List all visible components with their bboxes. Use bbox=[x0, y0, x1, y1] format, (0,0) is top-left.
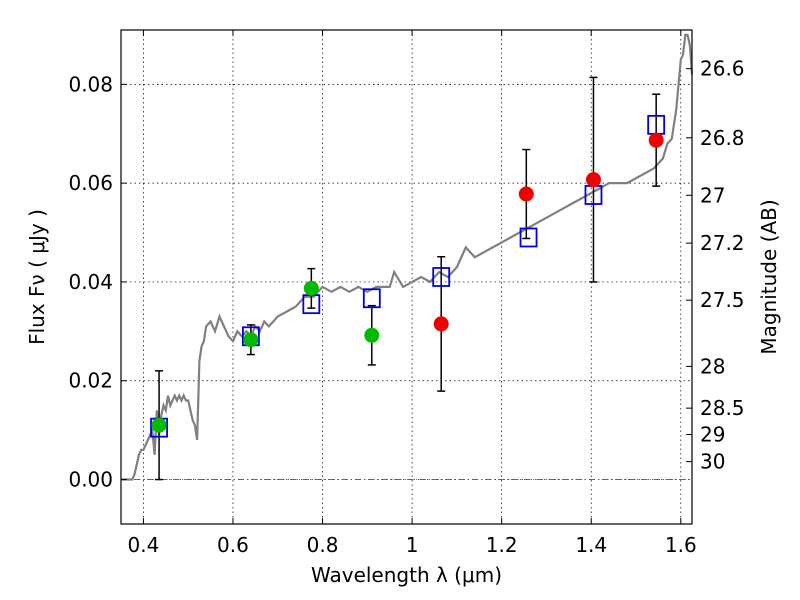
magnitude-tick-label: 27.2 bbox=[700, 231, 745, 255]
grid bbox=[121, 30, 692, 524]
magnitude-tick-label: 29 bbox=[700, 422, 725, 446]
model-photometry-square bbox=[432, 267, 451, 287]
x-tick-label: 1.4 bbox=[575, 533, 607, 557]
green-data-point bbox=[364, 327, 380, 343]
plot-frame bbox=[120, 29, 693, 525]
x-tick-label: 0.8 bbox=[307, 533, 339, 557]
x-tick-label: 0.4 bbox=[127, 533, 159, 557]
green-data-point bbox=[151, 417, 167, 433]
magnitude-tick-label: 28 bbox=[700, 354, 725, 378]
observed-points bbox=[151, 132, 664, 433]
x-axis-label: Wavelength λ (μm) bbox=[311, 563, 502, 587]
green-data-point bbox=[303, 280, 319, 296]
x-tick-label: 1.6 bbox=[665, 533, 697, 557]
y-tick-label: 0.00 bbox=[68, 468, 113, 492]
red-data-point bbox=[433, 316, 449, 332]
magnitude-tick-label: 28.5 bbox=[700, 396, 745, 420]
magnitude-tick-label: 27 bbox=[700, 183, 725, 207]
y-tick-label: 0.02 bbox=[68, 369, 113, 393]
y-axis-label: Flux Fν ( μJy ) bbox=[25, 209, 49, 345]
y-tick-label: 0.04 bbox=[68, 270, 113, 294]
red-data-point bbox=[585, 172, 601, 188]
magnitude-tick-label: 26.6 bbox=[700, 57, 745, 81]
error-bars bbox=[155, 76, 661, 481]
red-data-point bbox=[518, 186, 534, 202]
model-photometry-squares bbox=[150, 114, 666, 438]
magnitude-tick-label: 27.5 bbox=[700, 288, 745, 312]
magnitude-tick-label: 26.8 bbox=[700, 126, 745, 150]
model-spectrum-line bbox=[121, 33, 694, 481]
y-tick-label: 0.06 bbox=[68, 171, 113, 195]
x-tick-label: 1.2 bbox=[486, 533, 518, 557]
tick-labels: 0.4 0.6 0.8 1 1.2 1.4 1.6 0.00 0.02 0.04 0.06 0.08 2… bbox=[68, 57, 744, 557]
axis-ticks bbox=[121, 30, 692, 524]
model-photometry-square bbox=[362, 288, 381, 309]
green-data-point bbox=[243, 332, 259, 348]
x-tick-label: 0.6 bbox=[217, 533, 249, 557]
magnitude-tick-label: 30 bbox=[700, 450, 725, 474]
model-photometry-square bbox=[519, 227, 538, 248]
y-tick-label: 0.08 bbox=[68, 72, 113, 96]
magnitude-axis-label: Magnitude (AB) bbox=[757, 199, 781, 354]
x-tick-label: 1 bbox=[406, 533, 419, 557]
red-data-point bbox=[648, 132, 664, 148]
